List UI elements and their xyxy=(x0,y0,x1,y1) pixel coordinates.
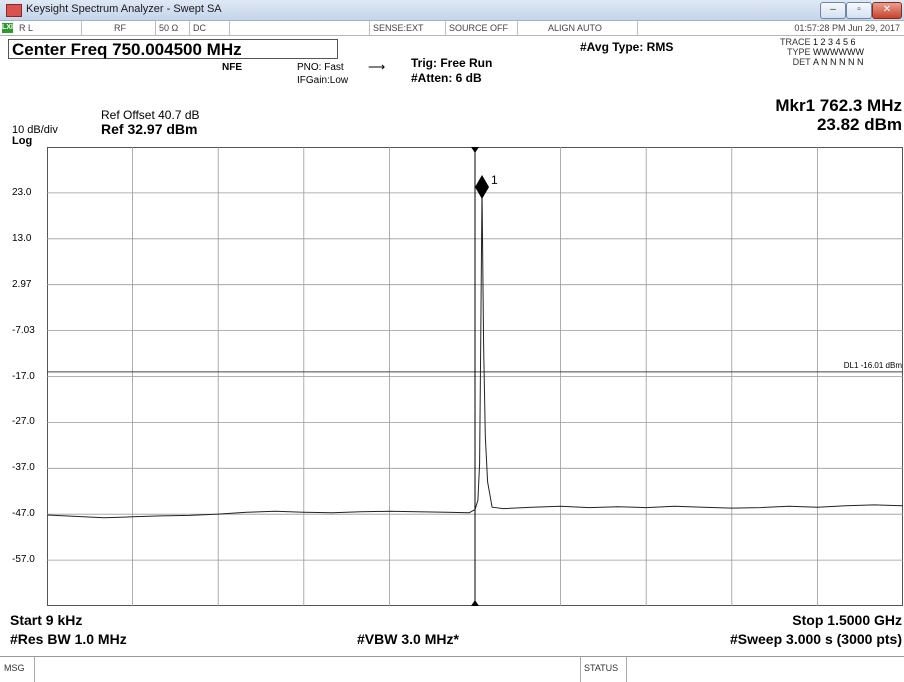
ref-offset: Ref Offset 40.7 dB xyxy=(101,108,200,122)
align-indicator: ALIGN AUTO xyxy=(518,21,638,35)
atten-setting: #Atten: 6 dB xyxy=(411,71,482,85)
coupling-indicator: DC xyxy=(190,21,230,35)
y-tick-label: 23.0 xyxy=(12,186,32,198)
sweep-time[interactable]: #Sweep 3.000 s (3000 pts) xyxy=(730,631,902,647)
stop-frequency[interactable]: Stop 1.5000 GHz xyxy=(792,612,902,628)
source-indicator: SOURCE OFF xyxy=(446,21,518,35)
pno-setting: PNO: Fast xyxy=(297,62,344,73)
window-title-bar: Keysight Spectrum Analyzer - Swept SA – … xyxy=(0,0,904,21)
y-tick-label: -27.0 xyxy=(12,416,35,428)
rf-indicator: RF xyxy=(82,21,156,35)
msg-label: MSG xyxy=(4,663,25,673)
y-tick-label: 13.0 xyxy=(12,232,32,244)
y-tick-label: -37.0 xyxy=(12,462,35,474)
start-frequency[interactable]: Start 9 kHz xyxy=(10,612,83,628)
app-icon xyxy=(6,4,22,17)
y-tick-label: -57.0 xyxy=(12,554,35,566)
ref-level[interactable]: Ref 32.97 dBm xyxy=(101,121,198,137)
marker-1-label: 1 xyxy=(491,173,498,187)
spectrum-plot[interactable]: 1 xyxy=(47,147,903,606)
scale-per-div: 10 dB/div xyxy=(12,124,58,136)
y-tick-label: -47.0 xyxy=(12,508,35,520)
type-value: WWWWWW xyxy=(813,47,864,57)
sense-indicator: SENSE:EXT xyxy=(370,21,446,35)
marker-1-diamond-icon[interactable] xyxy=(475,174,490,199)
trigger-setting: Trig: Free Run xyxy=(411,56,493,70)
datetime-display: 01:57:28 PM Jun 29, 2017 xyxy=(794,23,900,33)
type-label: TYPE xyxy=(787,47,811,57)
close-button[interactable]: ✕ xyxy=(872,2,902,19)
message-bar: MSG STATUS xyxy=(0,656,904,682)
maximize-button[interactable]: ▫ xyxy=(846,2,872,19)
res-bw[interactable]: #Res BW 1.0 MHz xyxy=(10,631,127,647)
avg-type-setting: #Avg Type: RMS xyxy=(580,40,674,54)
vbw[interactable]: #VBW 3.0 MHz* xyxy=(357,631,459,647)
det-value: A N N N N N xyxy=(813,57,864,67)
ifgain-setting: IFGain:Low xyxy=(297,75,349,86)
nfe-indicator: NFE xyxy=(222,62,242,73)
y-tick-label: -17.0 xyxy=(12,370,35,382)
marker-amplitude: 23.82 dBm xyxy=(816,115,902,134)
instrument-status-strip: LXI R L RF 50 Ω DC SENSE:EXT SOURCE OFF … xyxy=(0,21,904,36)
trace-label: TRACE xyxy=(780,37,811,47)
det-label: DET xyxy=(792,57,811,67)
log-mode: Log xyxy=(12,135,33,147)
y-tick-label: -7.03 xyxy=(12,324,35,336)
display-line-label: DL1 -16.01 dBm xyxy=(843,360,902,370)
trace-table: TRACE 1 2 3 4 5 6 TYPE WWWWWW DET A N N … xyxy=(780,37,885,67)
center-freq-field[interactable]: Center Freq 750.004500 MHz xyxy=(8,39,338,59)
y-tick-label: 2.97 xyxy=(12,278,32,290)
window-title: Keysight Spectrum Analyzer - Swept SA xyxy=(26,3,222,15)
trace-value: 1 2 3 4 5 6 xyxy=(813,37,856,47)
status-label: STATUS xyxy=(584,663,619,673)
lxi-icon: LXI xyxy=(2,23,13,33)
trigger-arrow-icon: ⟶ xyxy=(368,60,386,74)
trace-1-line xyxy=(47,188,903,519)
marker-frequency: Mkr1 762.3 MHz xyxy=(775,96,902,115)
rl-indicator: R L xyxy=(16,21,82,35)
minimize-button[interactable]: – xyxy=(820,2,846,19)
impedance-indicator: 50 Ω xyxy=(156,21,190,35)
